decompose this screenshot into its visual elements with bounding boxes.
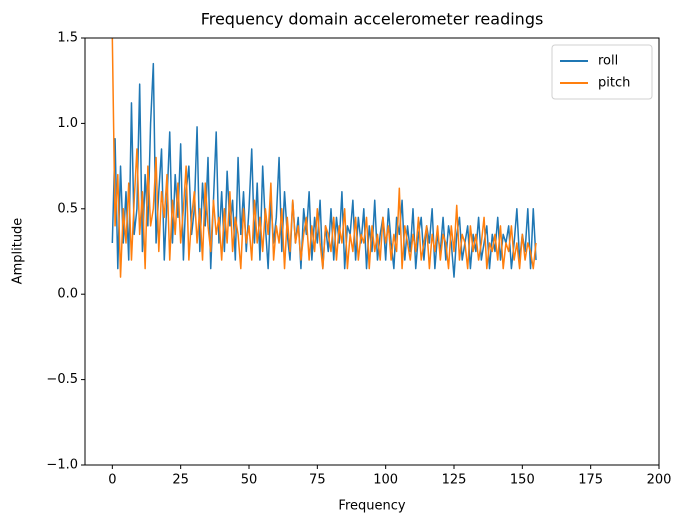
y-tick-label: −0.5 — [46, 372, 78, 387]
y-tick-label: −1.0 — [46, 458, 78, 473]
x-tick-label: 150 — [510, 473, 535, 488]
x-tick-label: 50 — [241, 473, 258, 488]
y-tick-label: 1.5 — [57, 31, 78, 46]
legend-box — [551, 44, 653, 100]
x-tick-label: 200 — [647, 473, 672, 488]
y-tick-label: 0.0 — [57, 287, 78, 302]
x-axis-label: Frequency — [338, 499, 405, 514]
chart-title: Frequency domain accelerometer readings — [201, 10, 544, 29]
x-tick-label: 100 — [373, 473, 398, 488]
x-tick-label: 75 — [309, 473, 326, 488]
y-tick-label: 0.5 — [57, 201, 78, 216]
x-tick-label: 125 — [442, 473, 467, 488]
plot-area — [111, 38, 537, 278]
legend-label: pitch — [598, 76, 630, 91]
x-tick-label: 175 — [578, 473, 603, 488]
y-tick-label: 1.0 — [57, 116, 78, 131]
y-axis-label: Amplitude — [11, 218, 26, 285]
x-tick-label: 25 — [172, 473, 189, 488]
legend-label: roll — [598, 54, 618, 69]
x-tick-label: 0 — [108, 473, 116, 488]
axes-frame — [84, 37, 660, 466]
line-series — [111, 38, 537, 278]
